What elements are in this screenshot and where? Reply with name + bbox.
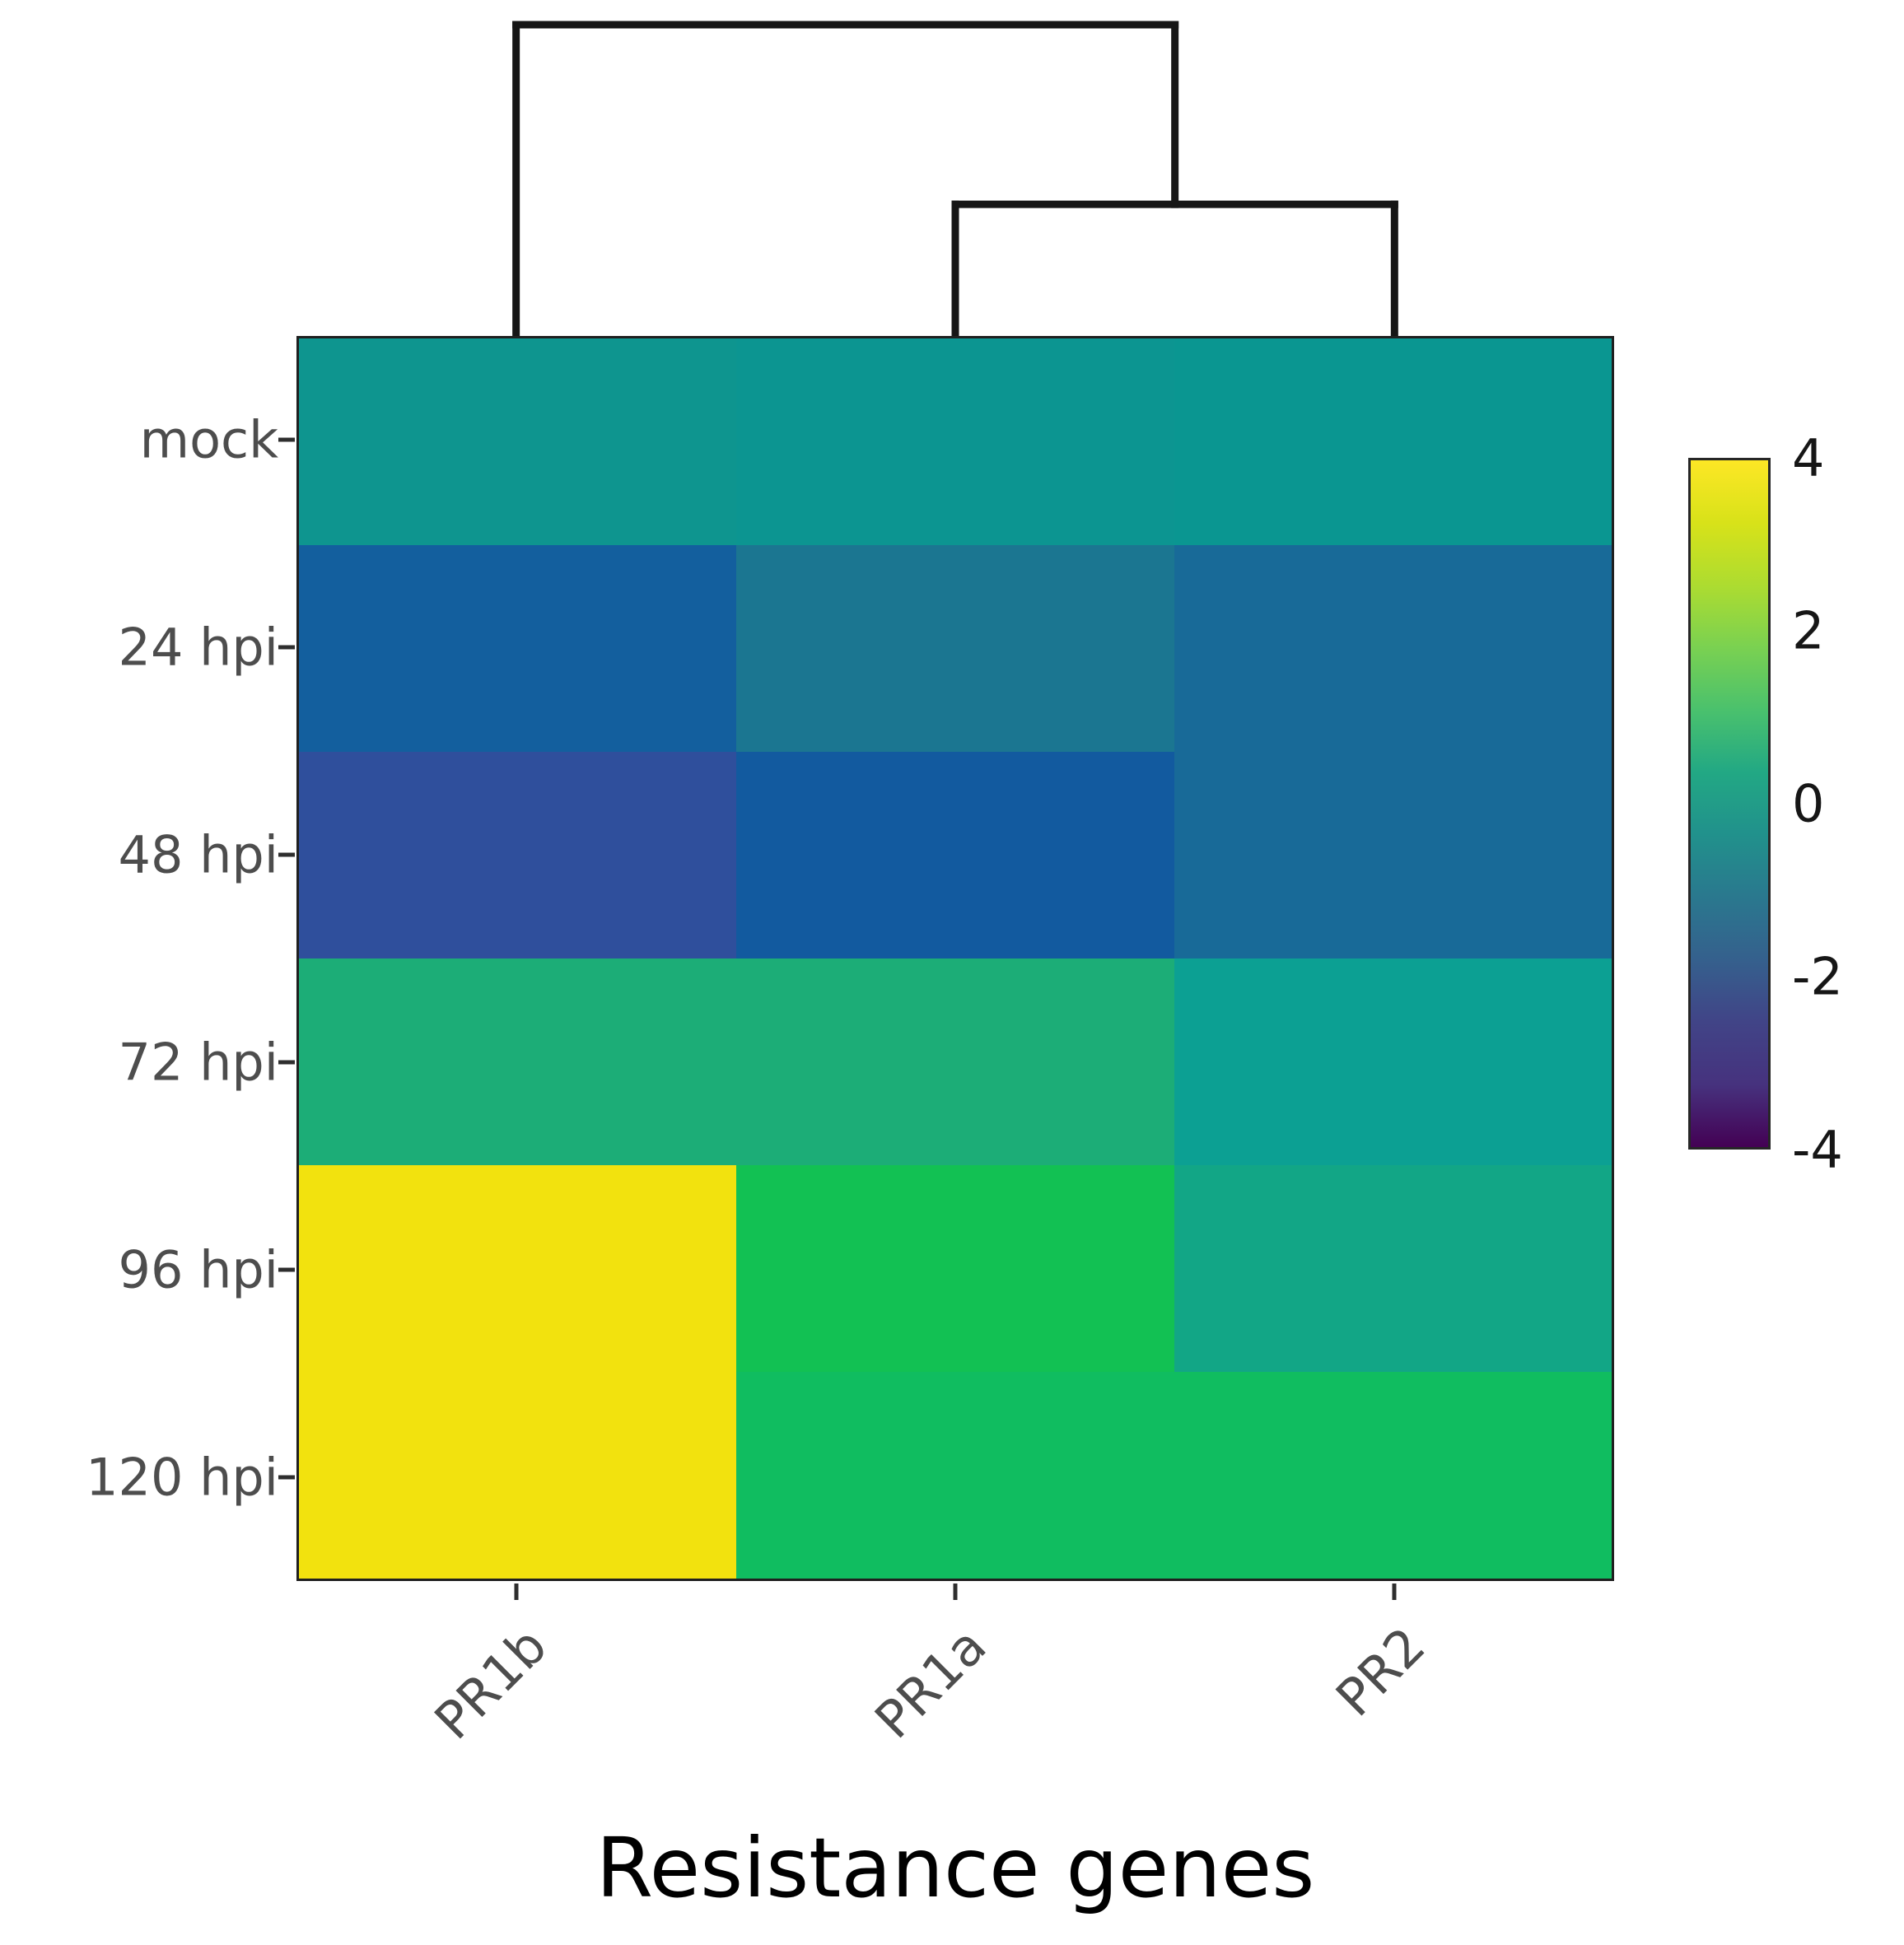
- y-tick-label-24-hpi: 24 hpi: [118, 617, 278, 678]
- y-tick-label-120-hpi: 120 hpi: [86, 1447, 278, 1508]
- heatmap-cell-120-hpi-PR1a: [736, 1372, 1174, 1579]
- x-tick-mark: [953, 1584, 958, 1600]
- y-tick-label-48-hpi: 48 hpi: [118, 824, 278, 885]
- y-tick-label-72-hpi: 72 hpi: [118, 1032, 278, 1093]
- colorbar-tick-label--2: -2: [1792, 946, 1843, 1007]
- heatmap-cell-120-hpi-PR2: [1174, 1372, 1612, 1579]
- heatmap-cell-72-hpi-PR1a: [736, 959, 1174, 1165]
- colorbar-gradient: [1688, 458, 1771, 1150]
- heatmap-cell-24-hpi-PR1a: [736, 545, 1174, 752]
- heatmap-cell-96-hpi-PR2: [1174, 1165, 1612, 1372]
- heatmap-cell-24-hpi-PR1b: [299, 545, 737, 752]
- heatmap-cell-48-hpi-PR1a: [736, 752, 1174, 959]
- heatmap-cell-72-hpi-PR2: [1174, 959, 1612, 1165]
- x-axis-title: Resistance genes: [595, 1820, 1315, 1916]
- y-tick-mark: [278, 645, 295, 650]
- colorbar-tick-label-0: 0: [1792, 773, 1825, 834]
- heatmap-cell-96-hpi-PR1b: [299, 1165, 737, 1372]
- y-tick-mark: [278, 1475, 295, 1480]
- colorbar-tick-label--4: -4: [1792, 1119, 1843, 1180]
- y-tick-label-96-hpi: 96 hpi: [118, 1239, 278, 1300]
- colorbar-tick-label-4: 4: [1792, 427, 1825, 488]
- heatmap-cell-72-hpi-PR1b: [299, 959, 737, 1165]
- x-tick-mark: [1392, 1584, 1397, 1600]
- colorbar-tick-label-2: 2: [1792, 600, 1825, 661]
- heatmap-cell-mock-PR1b: [299, 338, 737, 545]
- heatmap-cell-48-hpi-PR2: [1174, 752, 1612, 959]
- y-tick-mark: [278, 1060, 295, 1065]
- x-tick-mark: [514, 1584, 519, 1600]
- heatmap-cell-96-hpi-PR1a: [736, 1165, 1174, 1372]
- y-tick-mark: [278, 1267, 295, 1272]
- heatmap-cell-mock-PR1a: [736, 338, 1174, 545]
- heatmap-cell-24-hpi-PR2: [1174, 545, 1612, 752]
- y-tick-label-mock: mock: [139, 409, 278, 470]
- heatmap-cell-48-hpi-PR1b: [299, 752, 737, 959]
- heatmap-cell-mock-PR2: [1174, 338, 1612, 545]
- y-tick-mark: [278, 437, 295, 442]
- heatmap-cell-120-hpi-PR1b: [299, 1372, 737, 1579]
- y-tick-mark: [278, 852, 295, 857]
- heatmap-grid: [296, 336, 1614, 1581]
